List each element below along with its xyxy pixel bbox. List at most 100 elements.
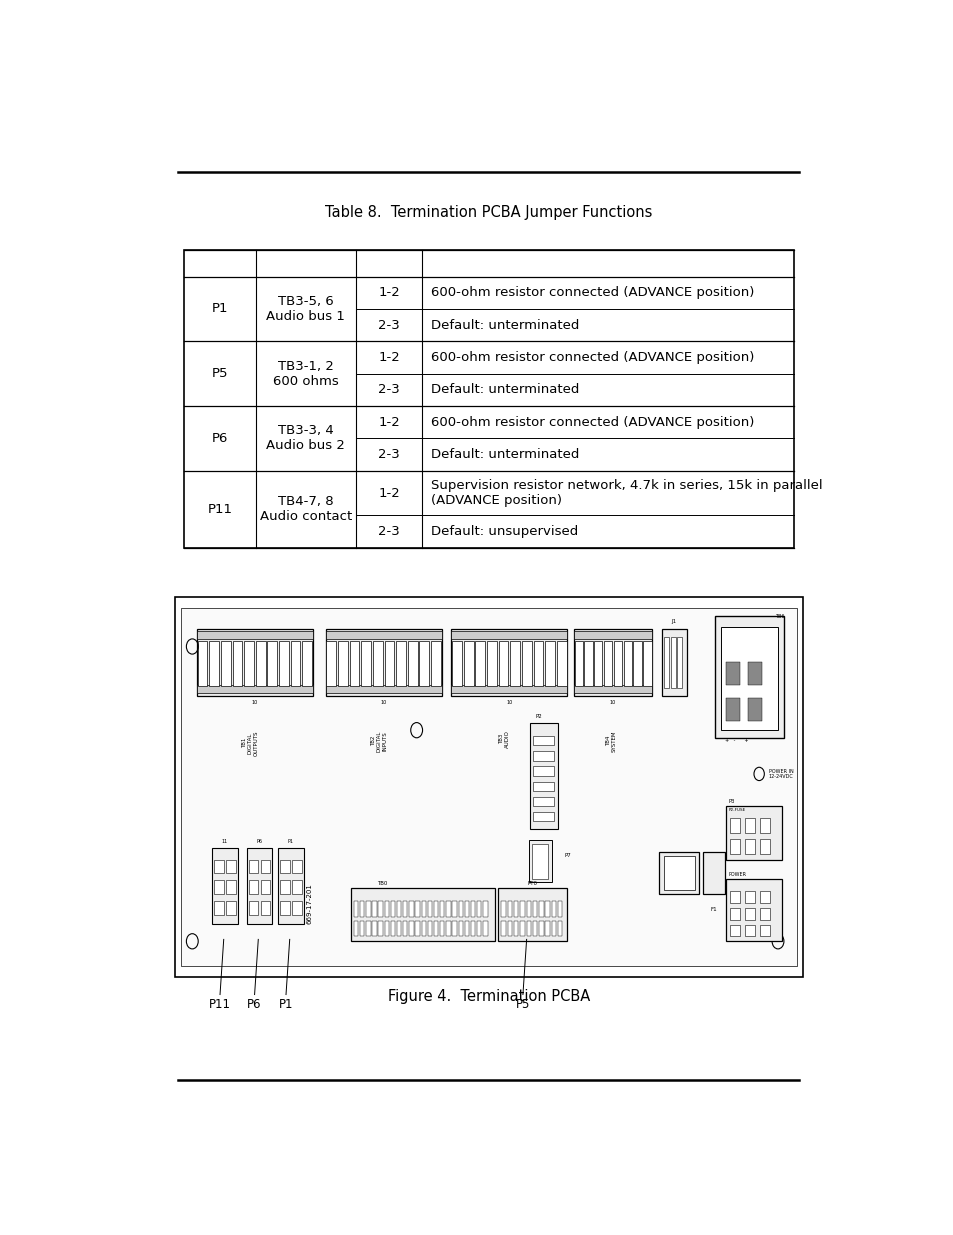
Bar [658, 852, 699, 894]
Text: TB2
DIGITAL
INPUTS: TB2 DIGITAL INPUTS [371, 730, 387, 752]
Bar [482, 921, 487, 936]
Bar [391, 921, 395, 936]
Text: 10: 10 [252, 700, 257, 705]
Text: TB6: TB6 [774, 614, 783, 619]
Bar [446, 902, 450, 916]
Bar [196, 630, 313, 697]
Bar [197, 641, 207, 685]
Bar [325, 630, 441, 697]
Bar [748, 662, 761, 684]
Bar [521, 641, 531, 685]
Bar [431, 641, 440, 685]
Bar [551, 921, 556, 936]
Bar [720, 627, 778, 730]
Bar [226, 860, 235, 873]
Bar [533, 766, 553, 776]
Text: P6: P6 [256, 840, 262, 845]
Bar [533, 641, 542, 685]
Bar [419, 641, 429, 685]
Bar [325, 631, 441, 640]
Bar [326, 641, 335, 685]
Bar [663, 637, 668, 688]
Text: 10: 10 [380, 700, 386, 705]
Bar [415, 921, 419, 936]
Bar [594, 641, 601, 685]
Bar [451, 631, 567, 640]
Bar [533, 921, 537, 936]
Bar [280, 902, 290, 915]
Bar [421, 921, 425, 936]
Bar [292, 881, 301, 894]
Bar [729, 892, 740, 903]
Bar [633, 641, 641, 685]
Bar [403, 921, 407, 936]
Bar [292, 860, 301, 873]
Bar [533, 736, 553, 746]
Bar [748, 698, 761, 721]
Bar [439, 902, 444, 916]
Text: TB0: TB0 [376, 881, 387, 887]
Bar [366, 921, 370, 936]
Bar [726, 698, 740, 721]
Text: TB3-1, 2
600 ohms: TB3-1, 2 600 ohms [273, 359, 338, 388]
Text: 2-3: 2-3 [377, 319, 399, 332]
Bar [528, 841, 552, 882]
Text: P2-FUSE: P2-FUSE [728, 808, 745, 811]
Text: Default: unterminated: Default: unterminated [431, 383, 579, 396]
Bar [760, 818, 770, 832]
Bar [249, 881, 258, 894]
Bar [260, 881, 270, 894]
Bar [378, 902, 382, 916]
Bar [302, 641, 312, 685]
Bar [464, 921, 469, 936]
Bar [260, 860, 270, 873]
Bar [744, 818, 755, 832]
Bar [538, 902, 543, 916]
Text: P11: P11 [209, 998, 231, 1011]
Bar [482, 902, 487, 916]
Bar [409, 902, 414, 916]
Bar [396, 921, 401, 936]
Bar [292, 902, 301, 915]
Bar [384, 921, 389, 936]
Bar [184, 249, 793, 547]
Bar [744, 908, 755, 920]
Bar [458, 902, 462, 916]
Bar [354, 902, 357, 916]
Bar [726, 806, 781, 860]
Bar [677, 637, 681, 688]
Bar [551, 902, 556, 916]
Bar [574, 641, 582, 685]
Text: 600-ohm resistor connected (ADVANCE position): 600-ohm resistor connected (ADVANCE posi… [431, 416, 754, 429]
Bar [545, 902, 549, 916]
Bar [214, 881, 224, 894]
Bar [451, 630, 567, 697]
Bar [366, 902, 370, 916]
Text: TB4-7, 8
Audio contact: TB4-7, 8 Audio contact [259, 495, 352, 524]
Bar [526, 921, 531, 936]
Bar [384, 641, 394, 685]
Bar [249, 860, 258, 873]
Bar [487, 641, 497, 685]
Bar [408, 641, 417, 685]
Bar [533, 797, 553, 806]
Bar [558, 921, 562, 936]
Bar [642, 641, 651, 685]
Bar [427, 921, 432, 936]
Bar [729, 908, 740, 920]
Bar [214, 860, 224, 873]
Text: J1: J1 [671, 619, 677, 624]
Bar [395, 641, 406, 685]
Bar [214, 902, 224, 915]
Bar [421, 902, 425, 916]
Bar [446, 921, 450, 936]
Bar [573, 684, 652, 693]
Bar [403, 902, 407, 916]
Bar [351, 888, 495, 941]
Bar [372, 921, 376, 936]
Bar [464, 902, 469, 916]
Text: POWER: POWER [728, 872, 746, 877]
Text: 1-2: 1-2 [377, 287, 399, 299]
Bar [501, 921, 505, 936]
Text: PT0: PT0 [527, 881, 537, 887]
